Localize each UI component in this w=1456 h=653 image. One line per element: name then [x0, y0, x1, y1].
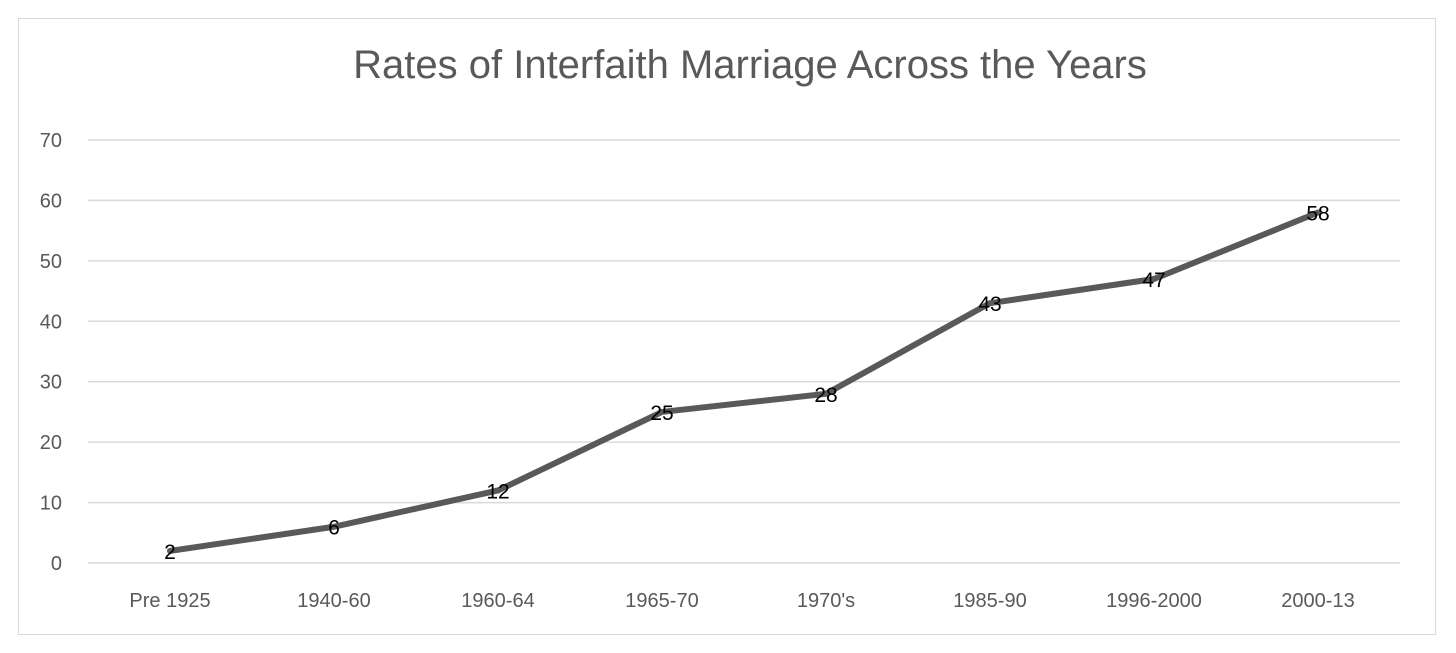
y-tick-label: 0 — [51, 553, 62, 575]
x-tick-label: 1940-60 — [297, 590, 370, 612]
x-tick-label: 1996-2000 — [1106, 590, 1202, 612]
x-tick-label: 1960-64 — [461, 590, 534, 612]
y-tick-label: 70 — [40, 130, 62, 152]
data-label: 58 — [1306, 203, 1329, 226]
y-tick-label: 50 — [40, 251, 62, 273]
x-tick-label: 1965-70 — [625, 590, 698, 612]
data-label: 28 — [814, 384, 837, 407]
y-tick-label: 20 — [40, 432, 62, 454]
data-label: 12 — [486, 480, 509, 503]
data-label: 6 — [328, 517, 340, 540]
chart-frame — [18, 18, 1436, 635]
data-label: 2 — [164, 541, 176, 564]
chart-title: Rates of Interfaith Marriage Across the … — [353, 43, 1147, 87]
data-label: 47 — [1142, 269, 1165, 292]
data-label: 25 — [650, 402, 673, 425]
x-tick-label: 1970's — [797, 590, 855, 612]
y-tick-label: 60 — [40, 190, 62, 212]
series-line — [167, 209, 1321, 554]
x-tick-label: 2000-13 — [1281, 590, 1354, 612]
x-tick-label: 1985-90 — [953, 590, 1026, 612]
x-tick-label: Pre 1925 — [129, 590, 210, 612]
y-tick-label: 30 — [40, 372, 62, 394]
data-label: 43 — [978, 293, 1001, 316]
y-tick-label: 10 — [40, 493, 62, 515]
y-tick-label: 40 — [40, 311, 62, 333]
